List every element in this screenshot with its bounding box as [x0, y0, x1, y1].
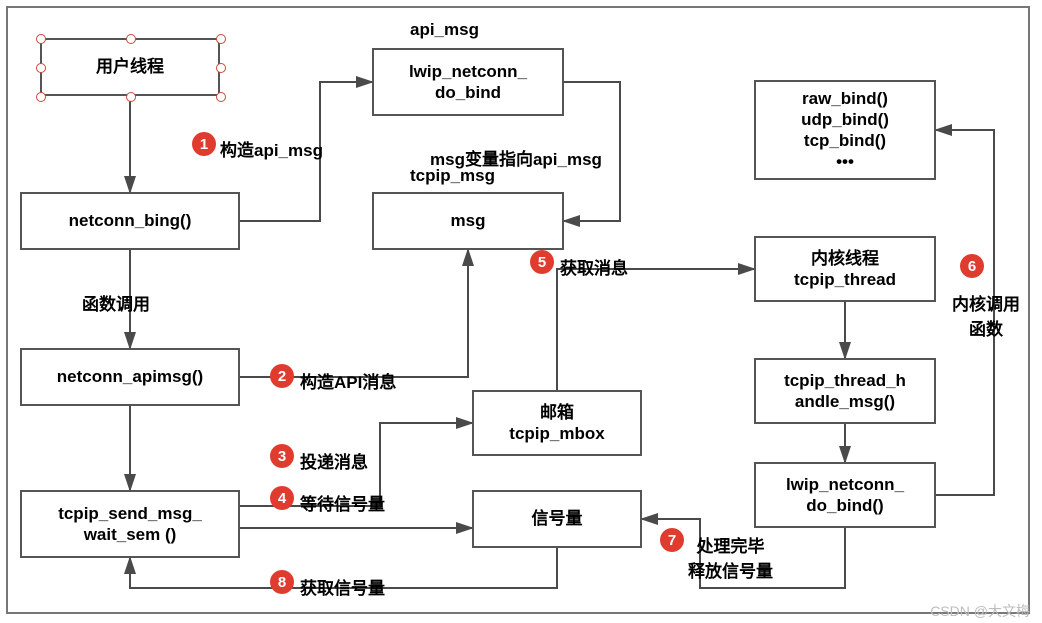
selection-handle — [126, 92, 136, 102]
badge-1: 1 — [192, 132, 216, 156]
node-thread-handle: tcpip_thread_h andle_msg() — [754, 358, 936, 424]
label-make-api-news: 构造API消息 — [300, 368, 396, 393]
label-msg-points: msg变量指向api_msg — [430, 145, 602, 170]
node-do-bind2: lwip_netconn_ do_bind() — [754, 462, 936, 528]
badge-3: 3 — [270, 444, 294, 468]
node-mailbox: 邮箱 tcpip_mbox — [472, 390, 642, 456]
node-text: 用户线程 — [96, 56, 164, 77]
node-user-thread: 用户线程 — [40, 38, 220, 96]
label-make-api-msg: 构造api_msg — [220, 136, 323, 161]
label-wait-sem: 等待信号量 — [300, 490, 385, 515]
selection-handle — [36, 34, 46, 44]
selection-handle — [36, 92, 46, 102]
selection-handle — [216, 34, 226, 44]
node-text: lwip_netconn_ do_bind() — [786, 474, 904, 517]
selection-handle — [36, 63, 46, 73]
node-tcpip-msg: msg — [372, 192, 564, 250]
node-kernel-thread: 内核线程 tcpip_thread — [754, 236, 936, 302]
node-text: tcpip_send_msg_ wait_sem () — [58, 503, 202, 546]
label-done-release: 处理完毕 释放信号量 — [688, 532, 773, 582]
node-text: 信号量 — [532, 508, 583, 529]
node-text: 内核线程 tcpip_thread — [794, 248, 896, 291]
watermark: CSDN @大文梅 — [930, 601, 1030, 621]
node-raw-bind: raw_bind() udp_bind() tcp_bind() ••• — [754, 80, 936, 180]
diagram-canvas: 用户线程 netconn_bing() netconn_apimsg() tcp… — [0, 0, 1042, 623]
label-api-msg-title: api_msg — [410, 20, 479, 40]
badge-4: 4 — [270, 486, 294, 510]
node-text: netconn_apimsg() — [57, 366, 203, 387]
node-text: netconn_bing() — [69, 210, 192, 231]
node-tcpip-send: tcpip_send_msg_ wait_sem () — [20, 490, 240, 558]
node-semaphore: 信号量 — [472, 490, 642, 548]
label-get-sem: 获取信号量 — [300, 574, 385, 599]
selection-handle — [216, 92, 226, 102]
label-post-msg: 投递消息 — [300, 448, 368, 473]
selection-handle — [126, 34, 136, 44]
node-netconn-bing: netconn_bing() — [20, 192, 240, 250]
node-text: raw_bind() udp_bind() tcp_bind() ••• — [801, 88, 889, 173]
label-get-msg: 获取消息 — [560, 254, 628, 279]
node-text: msg — [451, 210, 486, 231]
node-netconn-apimsg: netconn_apimsg() — [20, 348, 240, 406]
badge-2: 2 — [270, 364, 294, 388]
node-api-msg: lwip_netconn_ do_bind — [372, 48, 564, 116]
node-text: lwip_netconn_ do_bind — [409, 61, 527, 104]
node-text: tcpip_thread_h andle_msg() — [784, 370, 906, 413]
label-func-call: 函数调用 — [82, 290, 150, 315]
badge-8: 8 — [270, 570, 294, 594]
node-text: 邮箱 tcpip_mbox — [509, 402, 604, 445]
selection-handle — [216, 63, 226, 73]
badge-6: 6 — [960, 254, 984, 278]
badge-7: 7 — [660, 528, 684, 552]
badge-5: 5 — [530, 250, 554, 274]
label-kernel-call: 内核调用 函数 — [952, 290, 1020, 340]
